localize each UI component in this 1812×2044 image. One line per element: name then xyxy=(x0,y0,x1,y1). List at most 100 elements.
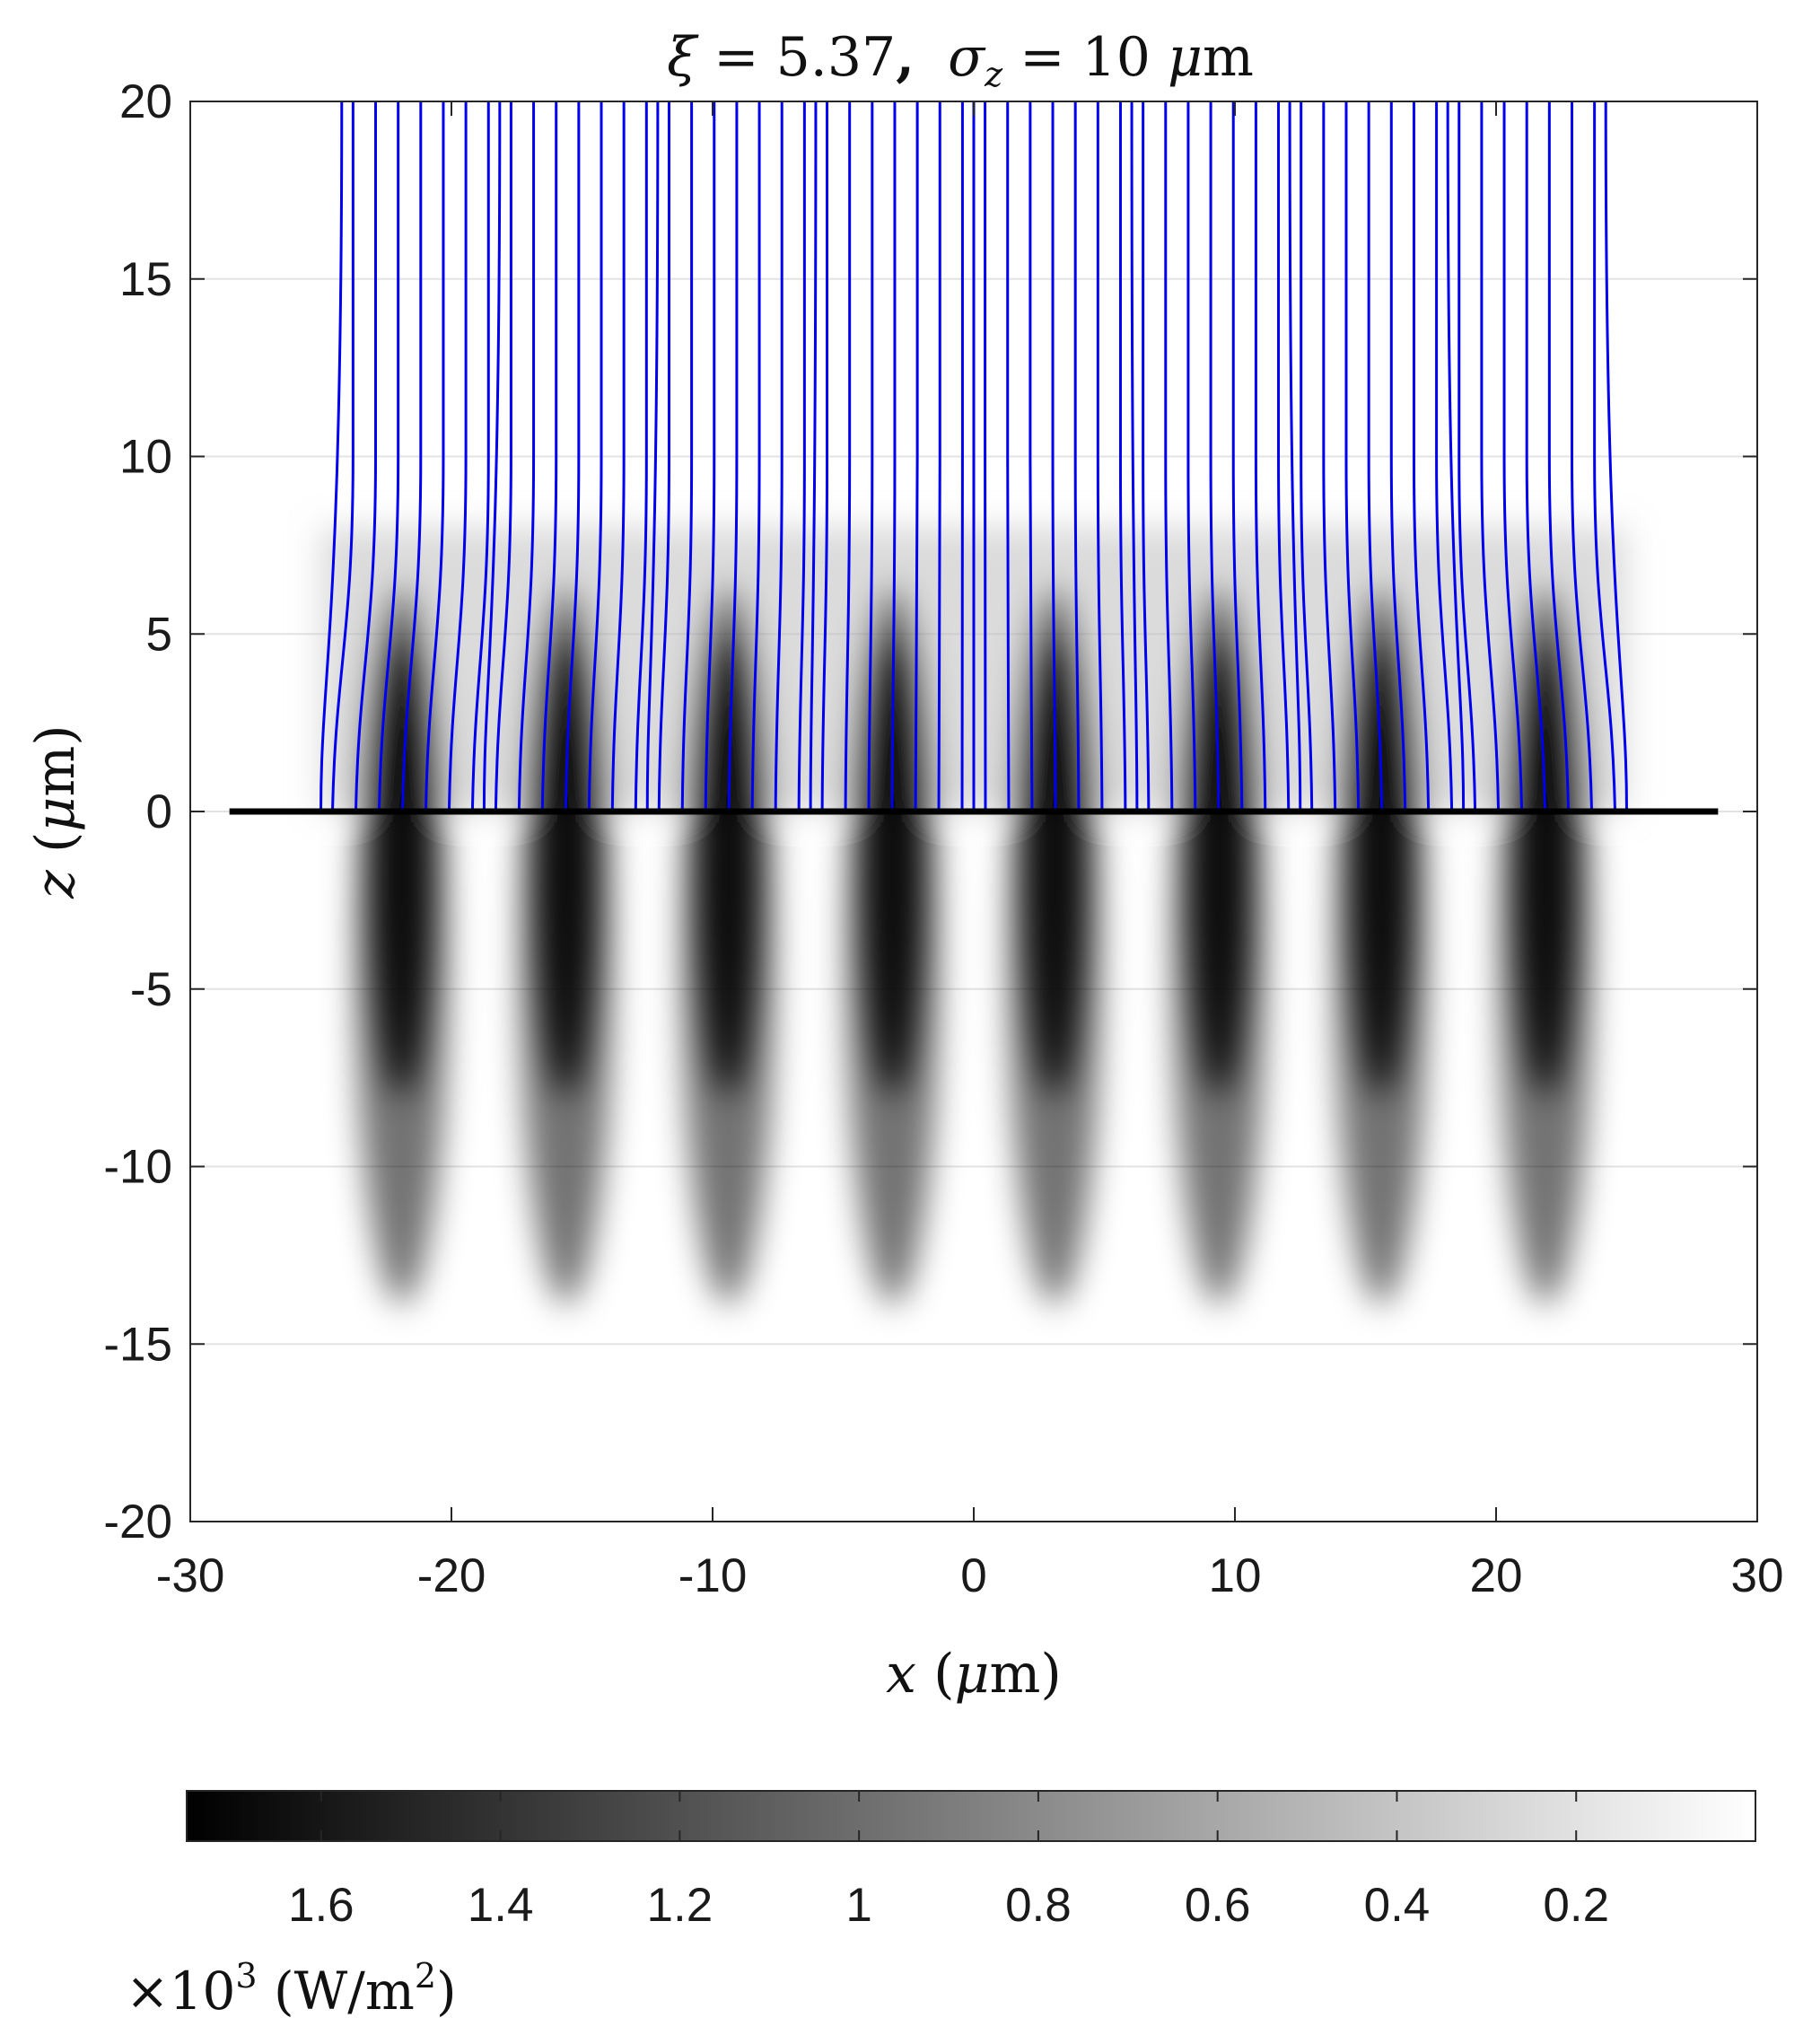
field-line-node-8 xyxy=(1604,101,1628,812)
field-line-31 xyxy=(1051,101,1057,812)
field-line-26 xyxy=(937,101,941,812)
field-line-19 xyxy=(774,101,783,812)
y-tick-label-7: -15 xyxy=(103,1318,172,1371)
field-line-54 xyxy=(1570,101,1594,812)
field-line-11 xyxy=(587,101,603,812)
field-line-41 xyxy=(1277,101,1291,812)
field-line-12 xyxy=(610,101,626,812)
field-line-35 xyxy=(1142,101,1151,812)
field-line-13 xyxy=(634,101,648,812)
field-line-node-3 xyxy=(809,101,818,812)
field-line-16 xyxy=(704,101,716,812)
colorbar-label-exp: 3 xyxy=(235,1956,257,1996)
field-line-51 xyxy=(1502,101,1524,812)
y-tick-label-1: 15 xyxy=(119,253,172,306)
field-line-node-7 xyxy=(1446,101,1466,812)
field-line-node-1 xyxy=(482,101,502,812)
intensity-blob-core-4 xyxy=(1023,633,1086,1096)
x-tick-label-4: 10 xyxy=(1209,1549,1262,1602)
y-axis-label: z (μm) xyxy=(24,724,87,899)
field-line-44 xyxy=(1344,101,1361,812)
y-axis-unit: m) xyxy=(24,724,87,796)
field-line-15 xyxy=(680,101,694,812)
y-axis-mu: μ xyxy=(24,797,87,832)
field-line-45 xyxy=(1367,101,1384,812)
field-line-1 xyxy=(354,101,378,812)
colorbar-label-unit: (W/m xyxy=(258,1961,415,2022)
intensity-blob-core-2 xyxy=(696,633,760,1096)
field-line-7 xyxy=(494,101,512,812)
colorbar-tick-label-7: 0.2 xyxy=(1543,1879,1609,1932)
field-line-node-6 xyxy=(1288,101,1302,812)
x-tick-label-5: 20 xyxy=(1470,1549,1523,1602)
chart-title: ξ = 5.37, σz = 10 μm xyxy=(667,26,1254,94)
y-axis-var: z xyxy=(24,870,87,899)
colorbar-tick-label-0: 1.6 xyxy=(288,1879,355,1932)
y-tick-label-5: -5 xyxy=(130,963,172,1016)
colorbar-tick-label-2: 1.2 xyxy=(647,1879,713,1932)
field-line-52 xyxy=(1525,101,1547,812)
x-axis-open: ( xyxy=(916,1643,954,1706)
field-line-37 xyxy=(1186,101,1197,812)
field-line-18 xyxy=(750,101,761,812)
title-xi: ξ xyxy=(667,26,699,89)
field-line-49 xyxy=(1457,101,1477,812)
field-line-38 xyxy=(1209,101,1221,812)
field-line-43 xyxy=(1322,101,1337,812)
y-tick-label-4: 0 xyxy=(146,785,172,838)
field-line-46 xyxy=(1389,101,1407,812)
intensity-blob-core-6 xyxy=(1350,633,1413,1096)
field-line-8 xyxy=(517,101,536,812)
field-line-34 xyxy=(1118,101,1127,812)
field-line-2 xyxy=(377,101,400,812)
colorbar-tick-label-4: 0.8 xyxy=(1005,1879,1072,1932)
x-axis-label: x (μm) xyxy=(886,1643,1062,1706)
x-tick-label-2: -10 xyxy=(678,1549,748,1602)
field-line-9 xyxy=(540,101,558,812)
field-line-42 xyxy=(1300,101,1314,812)
field-line-47 xyxy=(1412,101,1431,812)
intensity-blob-core-5 xyxy=(1187,633,1251,1096)
field-line-48 xyxy=(1435,101,1454,812)
intensity-blob-core-0 xyxy=(371,633,433,1096)
y-tick-label-0: 20 xyxy=(119,75,172,128)
field-line-23 xyxy=(867,101,874,812)
colorbar-tick-label-1: 1.4 xyxy=(468,1879,534,1932)
field-line-25 xyxy=(914,101,919,812)
field-line-node-2 xyxy=(645,101,660,812)
x-axis-unit: m) xyxy=(990,1643,1062,1706)
field-line-30 xyxy=(1029,101,1034,812)
field-line-node-0 xyxy=(320,101,344,812)
x-tick-label-6: 30 xyxy=(1731,1549,1784,1602)
colorbar: 1.6 1.4 1.2 1 0.8 0.6 0.4 0.2 xyxy=(186,1790,1756,1932)
field-line-20 xyxy=(797,101,806,812)
field-line-10 xyxy=(564,101,581,812)
colorbar-tick-label-5: 0.6 xyxy=(1185,1879,1251,1932)
y-tick-label-6: -10 xyxy=(103,1141,172,1194)
colorbar-tick-label-6: 0.4 xyxy=(1364,1879,1431,1932)
field-line-5 xyxy=(447,101,468,812)
field-line-22 xyxy=(844,101,852,812)
colorbar-label: ×103 (W/m2) xyxy=(126,1956,457,2022)
colorbar-label-times: ×10 xyxy=(126,1961,235,2022)
title-mu: μ xyxy=(1168,26,1203,89)
x-tick-label-3: 0 xyxy=(960,1549,986,1602)
y-tick-label-3: 5 xyxy=(146,608,172,661)
field-line-39 xyxy=(1231,101,1244,812)
title-comma: , xyxy=(896,26,915,89)
field-line-32 xyxy=(1073,101,1081,812)
y-tick-label-8: -20 xyxy=(103,1496,172,1548)
field-line-55 xyxy=(1593,101,1617,812)
field-line-3 xyxy=(400,101,423,812)
field-line-24 xyxy=(890,101,897,812)
intensity-blob-core-7 xyxy=(1514,633,1577,1096)
y-tick-label-2: 10 xyxy=(119,431,172,484)
field-line-40 xyxy=(1254,101,1267,812)
title-sigma-value: = 10 xyxy=(1002,26,1168,89)
field-line-50 xyxy=(1480,101,1501,812)
colorbar-label-close: ) xyxy=(436,1961,457,2022)
field-line-29 xyxy=(1006,101,1011,812)
